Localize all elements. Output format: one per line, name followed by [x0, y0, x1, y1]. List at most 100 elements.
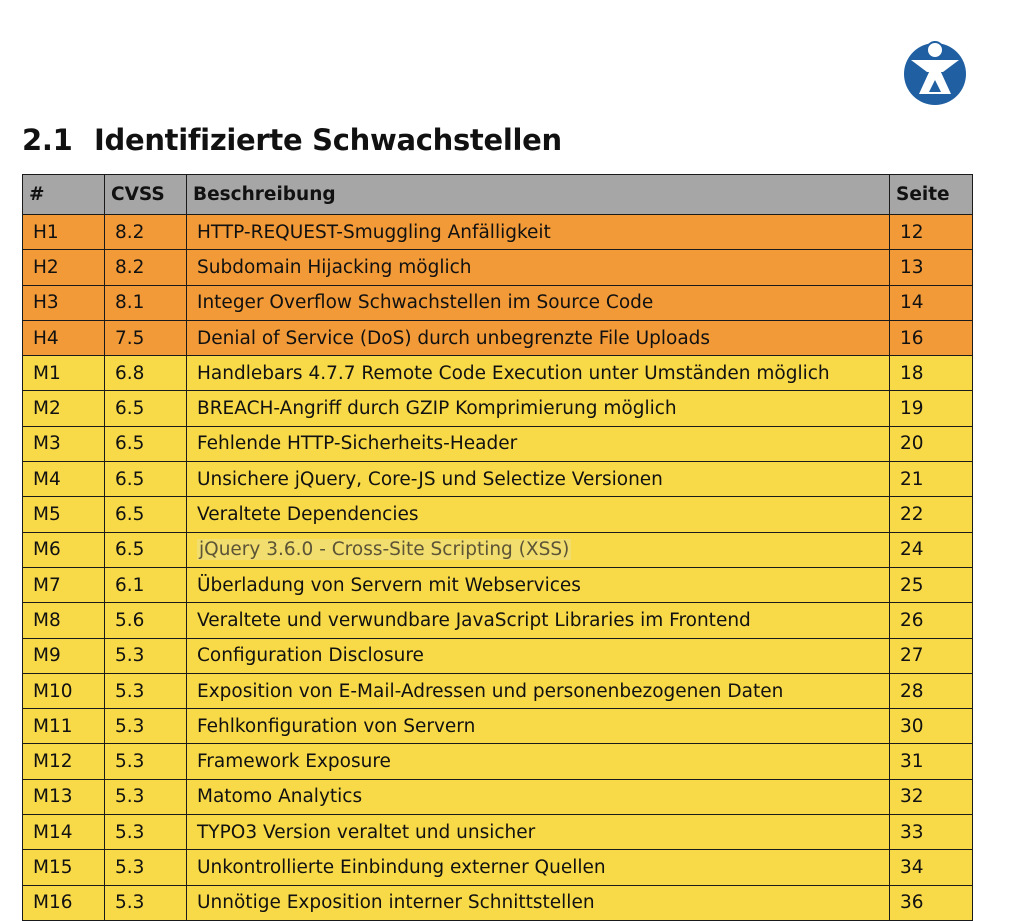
column-header-page: Seite [889, 174, 973, 215]
cell-id: H4 [22, 319, 105, 357]
table-row: H3 8.1 Integer Overflow Schwachstellen im … [22, 284, 973, 321]
table-row: M14 5.3 TYPO3 Version veraltet und unsiche… [22, 814, 973, 851]
table-body: H1 8.2 HTTP-REQUEST-Smuggling Anfälligkeit… [22, 213, 973, 921]
cell-description: Framework Exposure [186, 743, 890, 780]
cell-page: 27 [889, 637, 973, 674]
table-row: M5 6.5 Veraltete Dependencies 22 [22, 496, 973, 533]
cell-cvss: 5.3 [104, 743, 187, 780]
person-logo-icon [904, 41, 966, 105]
section-number: 2.1 [22, 123, 73, 157]
cell-cvss: 5.3 [104, 778, 187, 816]
cell-description: Unsichere jQuery, Core-JS und Selectize … [186, 461, 890, 498]
cell-page: 28 [889, 672, 973, 710]
cell-cvss: 6.8 [104, 355, 187, 392]
cell-page: 26 [889, 602, 973, 639]
table-row: M7 6.1 Überladung von Servern mit Webservi… [22, 566, 973, 604]
cell-id: M11 [22, 708, 105, 745]
column-header-cvss: CVSS [104, 174, 187, 215]
cell-description: BREACH-Angriff durch GZIP Komprimierung … [186, 390, 890, 427]
cell-cvss: 5.3 [104, 884, 187, 921]
cell-description: jQuery 3.6.0 - Cross-Site Scripting (XSS… [186, 531, 890, 568]
cell-page: 21 [889, 461, 973, 498]
cell-id: H1 [22, 213, 105, 251]
cell-cvss: 6.5 [104, 425, 187, 463]
cell-description: Veraltete Dependencies [186, 496, 890, 533]
cell-cvss: 5.3 [104, 637, 187, 674]
table-row: H2 8.2 Subdomain Hijacking möglich 13 [22, 249, 973, 286]
cell-cvss: 6.1 [104, 566, 187, 604]
cell-page: 30 [889, 708, 973, 745]
cell-page: 16 [889, 319, 973, 357]
cell-cvss: 5.3 [104, 849, 187, 886]
table-row: H4 7.5 Denial of Service (DoS) durch unbeg… [22, 319, 973, 357]
table-row: M13 5.3 Matomo Analytics 32 [22, 778, 973, 816]
cell-id: M8 [22, 602, 105, 639]
table-row: M11 5.3 Fehlkonfiguration von Servern 30 [22, 708, 973, 745]
vulnerability-table: # CVSS Beschreibung Seite H1 8.2 HTTP-REQU… [22, 174, 973, 921]
cell-cvss: 6.5 [104, 390, 187, 427]
cell-cvss: 5.3 [104, 814, 187, 851]
cell-cvss: 5.3 [104, 708, 187, 745]
cell-page: 20 [889, 425, 973, 463]
cell-cvss: 8.2 [104, 249, 187, 286]
cell-page: 32 [889, 778, 973, 816]
cell-id: M9 [22, 637, 105, 674]
cell-id: M3 [22, 425, 105, 463]
cell-cvss: 8.1 [104, 284, 187, 321]
table-row: M12 5.3 Framework Exposure 31 [22, 743, 973, 780]
column-header-description: Beschreibung [186, 174, 890, 215]
cell-cvss: 6.5 [104, 496, 187, 533]
cell-cvss: 5.6 [104, 602, 187, 639]
table-row: M9 5.3 Configuration Disclosure 27 [22, 637, 973, 674]
cell-cvss: 8.2 [104, 213, 187, 251]
cell-description: Matomo Analytics [186, 778, 890, 816]
cell-id: M16 [22, 884, 105, 921]
cell-description: Exposition von E-Mail-Adressen und perso… [186, 672, 890, 710]
table-row: H1 8.2 HTTP-REQUEST-Smuggling Anfälligkeit… [22, 213, 973, 251]
cell-cvss: 7.5 [104, 319, 187, 357]
table-row: M16 5.3 Unnötige Exposition interner Schni… [22, 884, 973, 921]
cell-description: Configuration Disclosure [186, 637, 890, 674]
cell-id: M7 [22, 566, 105, 604]
cell-page: 22 [889, 496, 973, 533]
table-row: M1 6.8 Handlebars 4.7.7 Remote Code Execut… [22, 355, 973, 392]
cell-description: Fehlkonfiguration von Servern [186, 708, 890, 745]
cell-id: M4 [22, 461, 105, 498]
cell-page: 24 [889, 531, 973, 568]
cell-description: Überladung von Servern mit Webservices [186, 566, 890, 604]
cell-id: M13 [22, 778, 105, 816]
cell-id: H3 [22, 284, 105, 321]
cell-description: Fehlende HTTP-Sicherheits-Header [186, 425, 890, 463]
cell-id: M1 [22, 355, 105, 392]
cell-cvss: 5.3 [104, 672, 187, 710]
cell-id: M5 [22, 496, 105, 533]
table-header-row: # CVSS Beschreibung Seite [22, 174, 973, 215]
table-row: M15 5.3 Unkontrollierte Einbindung externe… [22, 849, 973, 886]
cell-description: Subdomain Hijacking möglich [186, 249, 890, 286]
cell-id: M10 [22, 672, 105, 710]
cell-description: Integer Overflow Schwachstellen im Sourc… [186, 284, 890, 321]
cell-page: 14 [889, 284, 973, 321]
cell-page: 36 [889, 884, 973, 921]
cell-page: 25 [889, 566, 973, 604]
cell-page: 31 [889, 743, 973, 780]
cell-description: HTTP-REQUEST-Smuggling Anfälligkeit [186, 213, 890, 251]
column-header-id: # [22, 174, 105, 215]
cell-description: Veraltete und verwundbare JavaScript Lib… [186, 602, 890, 639]
table-row: M8 5.6 Veraltete und verwundbare JavaScrip… [22, 602, 973, 639]
table-row: M10 5.3 Exposition von E-Mail-Adressen und… [22, 672, 973, 710]
cell-page: 19 [889, 390, 973, 427]
cell-description-text: jQuery 3.6.0 - Cross-Site Scripting (XSS… [197, 539, 572, 561]
cell-page: 34 [889, 849, 973, 886]
table-row: M3 6.5 Fehlende HTTP-Sicherheits-Header 20 [22, 425, 973, 463]
cell-cvss: 6.5 [104, 461, 187, 498]
cell-description: Unnötige Exposition interner Schnittstel… [186, 884, 890, 921]
cell-description: TYPO3 Version veraltet und unsicher [186, 814, 890, 851]
section-heading: 2.1 Identifizierte Schwachstellen [22, 120, 562, 160]
cell-id: M2 [22, 390, 105, 427]
cell-description: Unkontrollierte Einbindung externer Quel… [186, 849, 890, 886]
cell-id: M12 [22, 743, 105, 780]
table-row: M4 6.5 Unsichere jQuery, Core-JS und Selec… [22, 461, 973, 498]
cell-cvss: 6.5 [104, 531, 187, 568]
cell-id: M15 [22, 849, 105, 886]
